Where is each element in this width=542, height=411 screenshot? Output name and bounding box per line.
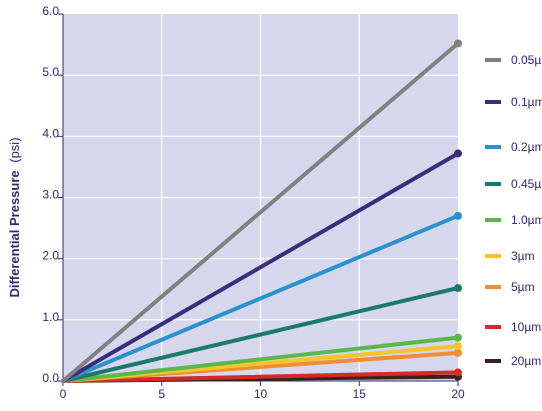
series-line: [61, 151, 460, 383]
series-point: [454, 149, 462, 158]
legend-label: 0.2µm: [511, 140, 542, 154]
x-axis-ticks: 0 5 10 15 20: [60, 381, 465, 401]
series-point: [454, 342, 462, 351]
legend-label: 0.05µm: [511, 53, 542, 67]
series-point: [454, 333, 462, 342]
y-tick-label: 6.0: [42, 4, 59, 18]
x-tick-label: 10: [254, 387, 268, 401]
series-point: [454, 39, 462, 48]
y-tick-label: 4.0: [42, 126, 59, 140]
y-tick-label: 5.0: [42, 65, 59, 79]
y-tick-label: 3.0: [42, 188, 59, 202]
series-line: [61, 213, 460, 383]
legend-label: 3µm: [511, 249, 535, 263]
y-tick-label: 0.0: [42, 371, 59, 385]
x-tick-label: 5: [158, 387, 165, 401]
y-axis-label-unit: (psi): [7, 137, 22, 162]
legend-label: 20µm: [511, 354, 541, 368]
legend-label: 5µm: [511, 280, 535, 294]
legend-label: 1.0µm: [511, 213, 542, 227]
legend: 0.05µm 0.1µm 0.2µm 0.45µm 1.0µm 3µm 5µm 10µm 20µ…: [485, 53, 542, 368]
y-axis-label-main: Differential Pressure: [7, 170, 22, 297]
x-tick-label: 0: [60, 387, 67, 401]
series-lines: [61, 41, 460, 383]
series-points: [454, 39, 462, 381]
series-line: [61, 286, 460, 383]
y-tick-label: 2.0: [42, 249, 59, 263]
x-tick-label: 15: [353, 387, 367, 401]
y-tick-label: 1.0: [42, 310, 59, 324]
series-line: [61, 41, 460, 383]
gridlines: [63, 14, 458, 381]
x-tick-label: 20: [451, 387, 465, 401]
legend-label: 0.1µm: [511, 95, 542, 109]
legend-label: 10µm: [511, 320, 541, 334]
y-axis-ticks: 0.0 1.0 2.0 3.0 4.0 5.0 6.0: [42, 4, 63, 385]
series-point: [454, 348, 462, 357]
y-axis-label: Differential Pressure (psi): [7, 137, 22, 297]
series-point: [454, 368, 462, 377]
series-line: [61, 370, 460, 383]
legend-label: 0.45µm: [511, 177, 542, 191]
series-point: [454, 284, 462, 293]
series-point: [454, 211, 462, 220]
series-line: [61, 335, 460, 383]
